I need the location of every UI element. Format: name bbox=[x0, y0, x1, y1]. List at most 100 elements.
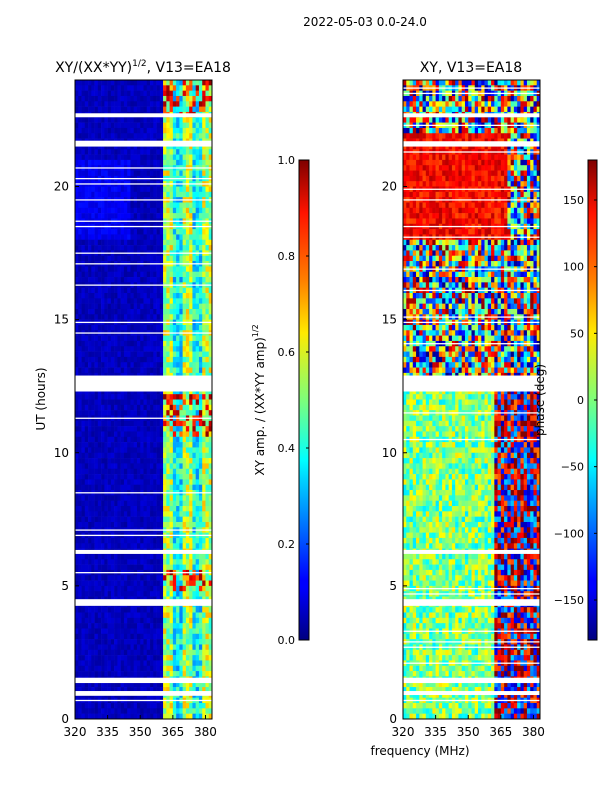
amp-cell bbox=[133, 436, 138, 443]
amp-cell bbox=[208, 335, 212, 342]
amp-cell bbox=[153, 95, 157, 102]
amp-cell bbox=[176, 564, 180, 571]
amp-cell bbox=[127, 170, 131, 177]
amp-cell bbox=[185, 207, 190, 214]
amp-cell bbox=[117, 442, 121, 448]
amp-cell bbox=[179, 564, 183, 571]
amp-cell bbox=[159, 628, 164, 635]
amp-cell bbox=[153, 367, 157, 374]
amp-cell bbox=[75, 644, 79, 651]
amp-cell bbox=[208, 543, 212, 549]
amp-cell bbox=[120, 458, 125, 464]
amp-cell bbox=[182, 85, 187, 91]
amp-cell bbox=[91, 671, 95, 677]
amp-cell bbox=[208, 399, 212, 406]
amp-cell bbox=[205, 399, 210, 406]
amp-cell bbox=[169, 324, 174, 331]
amp-cell bbox=[179, 149, 183, 155]
amp-cell bbox=[75, 463, 79, 470]
amp-cell bbox=[153, 394, 157, 400]
amp-cell bbox=[202, 468, 206, 475]
amp-cell bbox=[195, 314, 200, 320]
amp-cell bbox=[156, 628, 161, 635]
amp-cell bbox=[78, 277, 82, 283]
amp-cell bbox=[195, 159, 200, 166]
amp-cell bbox=[195, 559, 200, 565]
amp-cell bbox=[114, 362, 118, 368]
amp-cell bbox=[146, 410, 151, 416]
amp-cell bbox=[88, 207, 92, 214]
amp-cell bbox=[104, 255, 108, 262]
amp-cell bbox=[107, 90, 112, 97]
amp-cell bbox=[195, 122, 200, 129]
amp-cell bbox=[192, 324, 196, 331]
amp-cell bbox=[120, 362, 125, 368]
amp-cell bbox=[88, 506, 92, 512]
amp-cell bbox=[208, 245, 212, 251]
amp-cell bbox=[107, 617, 112, 624]
amp-cell bbox=[185, 463, 190, 470]
amp-cell bbox=[153, 564, 157, 571]
amp-cell bbox=[133, 580, 138, 587]
amp-cell bbox=[195, 511, 200, 517]
amp-cell bbox=[140, 346, 144, 352]
amp-cell bbox=[169, 303, 174, 310]
amp-cell bbox=[130, 649, 135, 656]
amp-cell bbox=[107, 442, 112, 448]
amp-cell bbox=[88, 143, 92, 150]
amp-cell bbox=[192, 367, 196, 374]
amp-cell bbox=[81, 303, 86, 310]
amp-cell bbox=[159, 404, 164, 411]
amp-cell bbox=[166, 255, 170, 262]
amp-cell bbox=[153, 106, 157, 113]
amp-cell bbox=[198, 399, 203, 406]
amp-cell bbox=[75, 351, 79, 358]
amp-cell bbox=[97, 191, 102, 198]
amp-cell bbox=[166, 511, 170, 517]
amp-cell bbox=[189, 559, 193, 565]
amp-cell bbox=[136, 687, 141, 693]
amp-cell bbox=[97, 511, 102, 517]
amp-cell bbox=[205, 649, 210, 656]
amp-cell bbox=[150, 575, 154, 581]
amp-cell bbox=[97, 671, 102, 677]
amp-cell bbox=[94, 665, 99, 672]
amp-cell bbox=[192, 537, 196, 544]
amp-cell bbox=[208, 671, 212, 677]
amp-cell bbox=[91, 559, 95, 565]
amp-cell bbox=[146, 308, 151, 315]
amp-cell bbox=[146, 468, 151, 475]
amp-cell bbox=[104, 170, 108, 177]
amp-cell bbox=[159, 191, 164, 198]
amp-cell bbox=[123, 133, 128, 139]
amp-cell bbox=[143, 394, 148, 400]
amp-cell bbox=[156, 484, 161, 491]
amp-cell bbox=[195, 458, 200, 464]
amp-cell bbox=[202, 149, 206, 155]
amp-cell bbox=[84, 207, 89, 214]
amp-cell bbox=[205, 553, 210, 560]
amp-cell bbox=[114, 628, 118, 635]
amp-cell bbox=[127, 495, 131, 501]
amp-cell bbox=[146, 580, 151, 587]
amp-cell bbox=[166, 436, 170, 443]
amp-cell bbox=[97, 612, 102, 619]
amp-cell bbox=[205, 655, 210, 661]
amp-cell bbox=[107, 671, 112, 677]
amp-cell bbox=[153, 468, 157, 475]
amp-cell bbox=[163, 202, 167, 209]
amp-cell bbox=[117, 591, 121, 597]
amp-cell bbox=[150, 117, 154, 123]
amp-cell bbox=[185, 266, 190, 273]
amp-cell bbox=[192, 591, 196, 597]
amp-cell bbox=[75, 703, 79, 709]
amp-cell bbox=[192, 553, 196, 560]
amp-cell bbox=[81, 479, 86, 486]
amp-cell bbox=[153, 681, 157, 688]
amp-cell bbox=[205, 474, 210, 480]
amp-cell bbox=[133, 202, 138, 209]
amp-cell bbox=[104, 452, 108, 459]
amp-cell bbox=[114, 399, 118, 406]
amp-cell bbox=[120, 85, 125, 91]
amp-cell bbox=[159, 133, 164, 139]
